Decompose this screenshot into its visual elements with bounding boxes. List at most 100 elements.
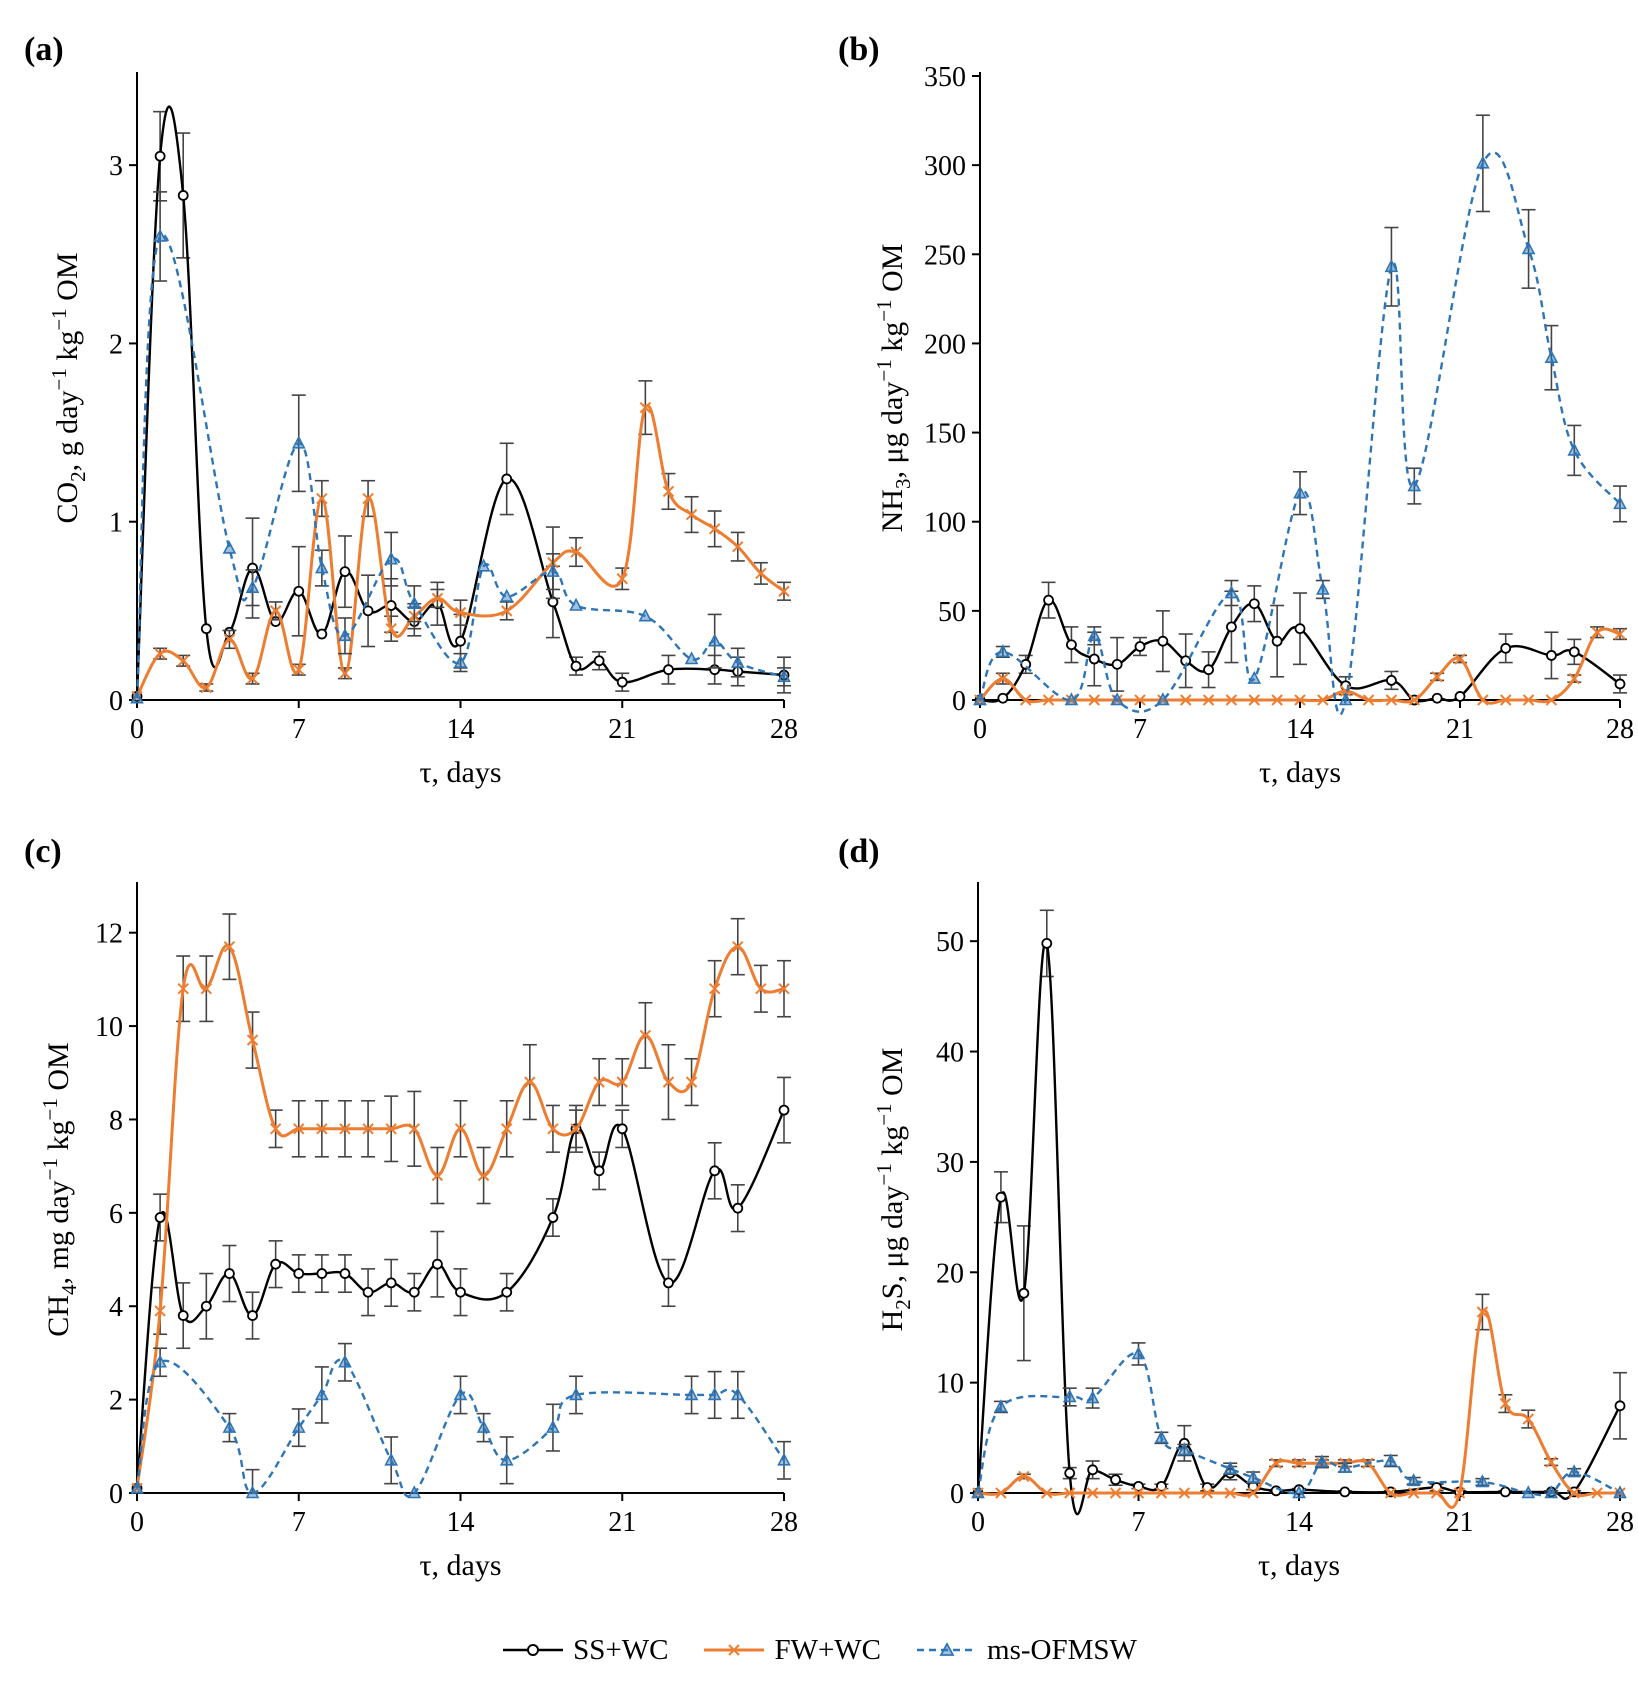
legend-item-ms-ofmsw: ms-OFMSW — [915, 1634, 1137, 1667]
point-fw-wc-stroke — [1545, 694, 1558, 706]
point-fw-wc-stroke — [200, 681, 213, 694]
point-fw-wc-stroke — [1545, 1456, 1557, 1468]
legend-label-ms-ofmsw: ms-OFMSW — [987, 1633, 1137, 1666]
point-ss-wc — [1133, 1480, 1144, 1492]
point-fw-wc — [755, 567, 767, 580]
point-fw-wc — [1545, 1456, 1557, 1468]
y-axis-label-part: , g day — [51, 391, 84, 472]
y-axis-label-part: OM — [51, 252, 84, 308]
x-tick-label: 7 — [1133, 714, 1147, 745]
point-fw-wc — [616, 573, 628, 585]
point-ss-wc — [593, 655, 605, 667]
point-fw-wc-stroke — [454, 1123, 467, 1135]
point-fw-wc — [778, 983, 790, 995]
point-ms-ofmsw — [546, 1419, 560, 1433]
point-fw-wc — [1408, 694, 1420, 706]
point-fw-wc — [1042, 694, 1055, 706]
point-fw-wc — [1294, 694, 1306, 706]
point-ms-ofmsw — [1316, 581, 1330, 595]
point-ss-wc — [1203, 664, 1214, 676]
point-ss-wc — [1110, 1474, 1121, 1486]
y-tick-label: 10 — [936, 1369, 964, 1400]
point-ms-ofmsw — [153, 1354, 167, 1368]
point-fw-wc — [685, 1076, 698, 1088]
point-ss-wc — [663, 1277, 674, 1289]
point-ms-ofmsw — [153, 228, 167, 242]
panel-a: (a) 0 1 2 3 0 7 14 21 28 τ, days CO2, g day−1 kg−1 … — [24, 31, 798, 789]
y-tick-label: 20 — [936, 1258, 964, 1289]
y-axis-label-part: kg — [876, 1126, 909, 1164]
point-ms-ofmsw — [1062, 1389, 1077, 1403]
point-ss-wc — [1157, 635, 1169, 647]
point-ms-ofmsw — [338, 1354, 352, 1368]
y-axis-label-part: 2 — [891, 1299, 915, 1310]
x-tick-label: 21 — [1446, 1507, 1474, 1538]
point-ms-ofmsw — [1246, 1469, 1260, 1483]
point-ms-ofmsw — [1613, 1485, 1627, 1499]
point-fw-wc-stroke — [1041, 1487, 1053, 1499]
series-line-ss — [979, 599, 1621, 703]
point-ss-wc — [1066, 639, 1077, 651]
point-fw-wc — [1591, 1487, 1603, 1499]
point-ss-wc — [293, 585, 305, 597]
point-ms-ofmsw — [1110, 692, 1124, 706]
point-fw-wc — [778, 585, 790, 597]
point-fw-wc-stroke — [154, 647, 166, 660]
point-fw-wc-stroke — [1522, 694, 1535, 706]
y-tick-label: 300 — [924, 151, 966, 182]
y-axis-label-part: kg — [876, 322, 909, 360]
point-fw-wc — [1132, 1487, 1145, 1499]
point-fw-wc-stroke — [755, 983, 767, 995]
point-ss-wc — [732, 1202, 744, 1214]
series-line-fw — [135, 404, 785, 698]
point-fw-wc-stroke — [778, 585, 790, 597]
point-fw-wc-stroke — [200, 983, 213, 995]
point-fw-wc — [616, 1076, 628, 1088]
point-ss-wc — [408, 1286, 420, 1298]
point-fw-wc-stroke — [1499, 1397, 1512, 1410]
point-fw-wc — [269, 605, 282, 617]
point-fw-wc — [1477, 694, 1489, 706]
point-ms-ofmsw — [1521, 1485, 1536, 1499]
point-ss-wc — [1111, 658, 1123, 670]
y-tick-label: 30 — [936, 1148, 964, 1179]
point-fw-wc — [477, 1169, 490, 1182]
point-fw-wc — [223, 940, 236, 953]
point-ss-wc — [1134, 641, 1146, 652]
point-fw-wc-stroke — [1431, 671, 1443, 683]
point-ss-wc — [1431, 692, 1443, 704]
point-ss-wc — [270, 1258, 282, 1270]
point-fw-wc-stroke — [1132, 1487, 1145, 1499]
point-fw-wc — [339, 1123, 351, 1135]
point-fw-wc — [1499, 1397, 1512, 1410]
point-ss-wc — [1546, 650, 1557, 661]
point-fw-wc — [685, 508, 698, 521]
legend-item-fw-wc: FW+WC — [702, 1634, 881, 1667]
y-axis-label-part: −1 — [872, 359, 896, 381]
series-line-ms — [978, 151, 1621, 716]
series-fw — [972, 1293, 1626, 1509]
y-axis-label-part: 3 — [891, 479, 915, 490]
y-tick-label: 6 — [109, 1199, 123, 1230]
point-ms-ofmsw — [684, 651, 699, 665]
y-tick-label: 350 — [924, 62, 966, 93]
point-ss-wc — [778, 1104, 790, 1116]
point-fw-wc — [708, 983, 721, 995]
point-fw-wc — [1568, 1487, 1580, 1499]
point-ss-wc — [1270, 1485, 1282, 1497]
point-fw-wc — [1454, 653, 1466, 665]
point-ms-ofmsw — [1338, 1459, 1352, 1473]
point-fw-wc — [1614, 628, 1626, 640]
point-fw-wc — [293, 663, 305, 676]
point-fw-wc — [293, 1123, 305, 1135]
point-fw-wc-stroke — [1385, 1487, 1397, 1499]
x-tick-label: 14 — [1286, 714, 1314, 745]
point-fw-wc-stroke — [662, 485, 675, 498]
point-fw-wc — [154, 1305, 166, 1317]
y-axis-label-part: −1 — [872, 299, 896, 321]
point-fw-wc — [1109, 1487, 1122, 1499]
y-axis-label-part: kg — [51, 331, 84, 369]
point-fw-wc-stroke — [1086, 1487, 1099, 1499]
series-fw — [131, 913, 791, 1495]
point-ms-ofmsw — [1406, 1473, 1421, 1487]
